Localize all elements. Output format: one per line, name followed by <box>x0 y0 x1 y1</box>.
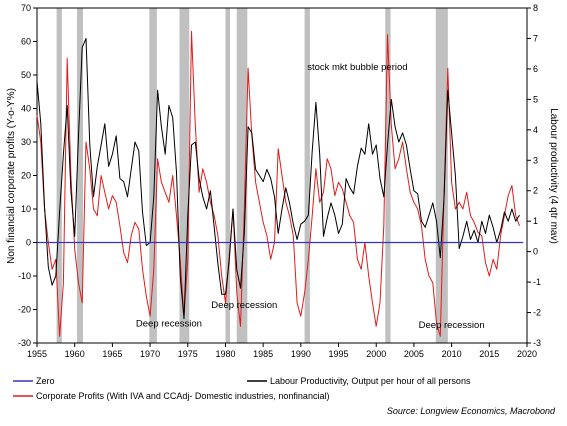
y-right-tick-label: -2 <box>533 308 541 318</box>
left-axis-label: Non financial corporate profits (Y-o-Y%) <box>6 88 17 264</box>
x-tick-label: 1990 <box>291 349 311 359</box>
legend-label-profits: Corporate Profits (With IVA and CCAdj- D… <box>36 391 329 401</box>
axis-ticks: 1955 1960 1965 1970 1975 1980 1985 1990 1995 2000… <box>18 3 541 359</box>
x-tick-label: 1960 <box>65 349 85 359</box>
y-left-tick-label: 60 <box>21 37 31 47</box>
annotation-3: Deep recession <box>419 320 485 331</box>
y-left-tick-label: 10 <box>21 204 31 214</box>
y-left-tick-label: 30 <box>21 137 31 147</box>
y-right-tick-label: 4 <box>533 125 538 135</box>
series-lines <box>36 30 524 337</box>
source-note: Source: Longview Economics, Macrobond <box>387 406 556 416</box>
y-right-tick-label: 6 <box>533 64 538 74</box>
recession-band-7 <box>385 8 391 343</box>
recession-band-3 <box>179 8 190 343</box>
y-left-tick-label: 70 <box>21 3 31 13</box>
x-tick-label: 2000 <box>366 349 386 359</box>
x-tick-label: 1970 <box>140 349 160 359</box>
y-left-tick-label: 20 <box>21 171 31 181</box>
y-right-tick-label: -1 <box>533 277 541 287</box>
x-tick-label: 1975 <box>178 349 198 359</box>
x-tick-label: 1995 <box>329 349 349 359</box>
recession-band-0 <box>56 8 62 343</box>
recession-band-2 <box>149 8 157 343</box>
y-left-tick-label: -30 <box>18 338 31 348</box>
y-left-tick-label: 0 <box>26 238 31 248</box>
annotation-1: Deep recession <box>136 318 202 329</box>
y-left-tick-label: -10 <box>18 271 31 281</box>
legend-label-zero: Zero <box>36 376 55 386</box>
x-tick-label: 1955 <box>27 349 47 359</box>
annotation-0: stock mkt bubble period <box>307 62 407 73</box>
x-tick-label: 2010 <box>442 349 462 359</box>
y-right-tick-label: -3 <box>533 338 541 348</box>
recession-band-5 <box>236 8 248 343</box>
recession-band-4 <box>225 8 230 343</box>
recession-band-6 <box>304 8 310 343</box>
recession-bands <box>56 8 448 343</box>
x-tick-label: 1985 <box>253 349 273 359</box>
annotation-2: Deep recession <box>211 300 277 311</box>
right-axis-label: Labour productivity (4 qtr mav) <box>548 108 559 244</box>
y-left-tick-label: -20 <box>18 305 31 315</box>
annotations: stock mkt bubble period Deep recession Dee… <box>136 62 485 331</box>
x-tick-label: 1980 <box>215 349 235 359</box>
y-right-tick-label: 8 <box>533 3 538 13</box>
x-tick-label: 1965 <box>102 349 122 359</box>
x-tick-label: 2020 <box>517 349 537 359</box>
recession-band-1 <box>76 8 83 343</box>
x-tick-label: 2015 <box>479 349 499 359</box>
y-right-tick-label: 2 <box>533 186 538 196</box>
recession-band-8 <box>435 8 448 343</box>
x-tick-label: 2005 <box>404 349 424 359</box>
series-line-labour-productivity <box>36 38 520 320</box>
y-right-tick-label: 5 <box>533 94 538 104</box>
series-line-corporate-profits <box>36 30 520 337</box>
legend: Zero Corporate Profits (With IVA and CCA… <box>13 376 471 401</box>
y-right-tick-label: 1 <box>533 216 538 226</box>
y-left-tick-label: 40 <box>21 104 31 114</box>
y-right-tick-label: 7 <box>533 33 538 43</box>
y-right-tick-label: 0 <box>533 247 538 257</box>
y-left-tick-label: 50 <box>21 70 31 80</box>
legend-label-labour: Labour Productivity, Output per hour of … <box>270 376 471 386</box>
y-right-tick-label: 3 <box>533 155 538 165</box>
